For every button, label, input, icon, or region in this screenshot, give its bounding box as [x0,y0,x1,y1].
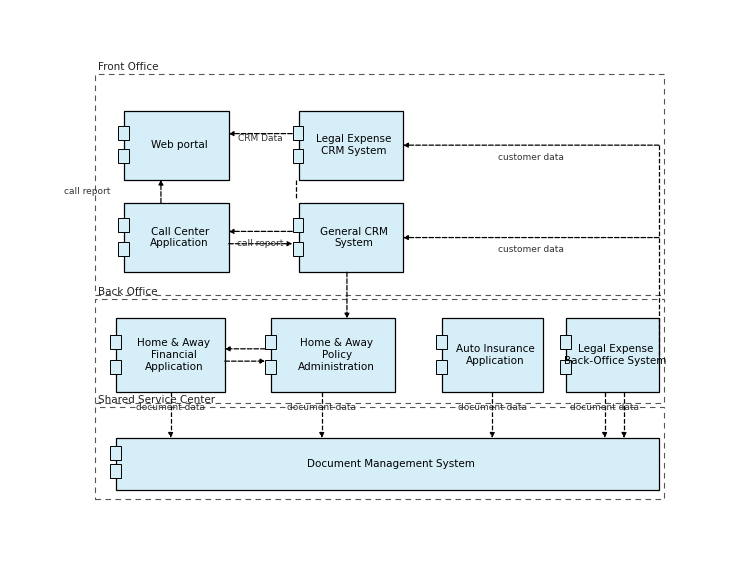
Text: Document Management System: Document Management System [307,459,475,469]
Text: General CRM
System: General CRM System [320,227,388,248]
Bar [124,203,229,272]
Text: Legal Expense
Back-Office System: Legal Expense Back-Office System [565,344,667,366]
Text: call report: call report [238,239,284,248]
Bar [110,335,121,349]
Bar [442,319,542,391]
Text: Shared Service Center: Shared Service Center [98,395,215,405]
Text: Front Office: Front Office [98,62,159,72]
Bar [124,111,229,180]
Bar [118,126,129,140]
Bar [116,438,659,490]
Bar [271,319,396,391]
Bar [110,463,121,478]
Text: Auto Insurance
Application: Auto Insurance Application [456,344,535,366]
Text: Web portal: Web portal [151,140,208,150]
Text: Home & Away
Policy
Administration: Home & Away Policy Administration [298,339,375,371]
Bar [293,126,303,140]
Bar [436,335,447,349]
Bar [293,242,303,256]
Text: document data: document data [457,403,527,412]
Text: call report: call report [64,187,110,196]
Bar [293,149,303,163]
Bar [265,335,276,349]
Bar [299,111,403,180]
Text: Call Center
Application: Call Center Application [150,227,209,248]
Bar [95,407,664,499]
Bar [293,218,303,232]
Bar [110,360,121,374]
Text: CRM Data: CRM Data [238,134,283,143]
Bar [95,74,664,295]
Bar [118,218,129,232]
Bar [299,203,403,272]
Bar [116,319,225,391]
Bar [118,149,129,163]
Bar [110,446,121,460]
Text: Home & Away
Financial
Application: Home & Away Financial Application [137,339,210,371]
Text: document data: document data [136,403,205,412]
Bar [95,299,664,403]
Bar [265,360,276,374]
Bar [560,335,571,349]
Text: customer data: customer data [498,245,564,254]
Text: document data: document data [570,403,639,412]
Bar [560,360,571,374]
Bar [118,242,129,256]
Text: Legal Expense
CRM System: Legal Expense CRM System [317,135,392,156]
Bar [436,360,447,374]
Text: document data: document data [288,403,356,412]
Bar [566,319,659,391]
Text: customer data: customer data [498,153,564,162]
Text: Back Office: Back Office [98,287,158,297]
